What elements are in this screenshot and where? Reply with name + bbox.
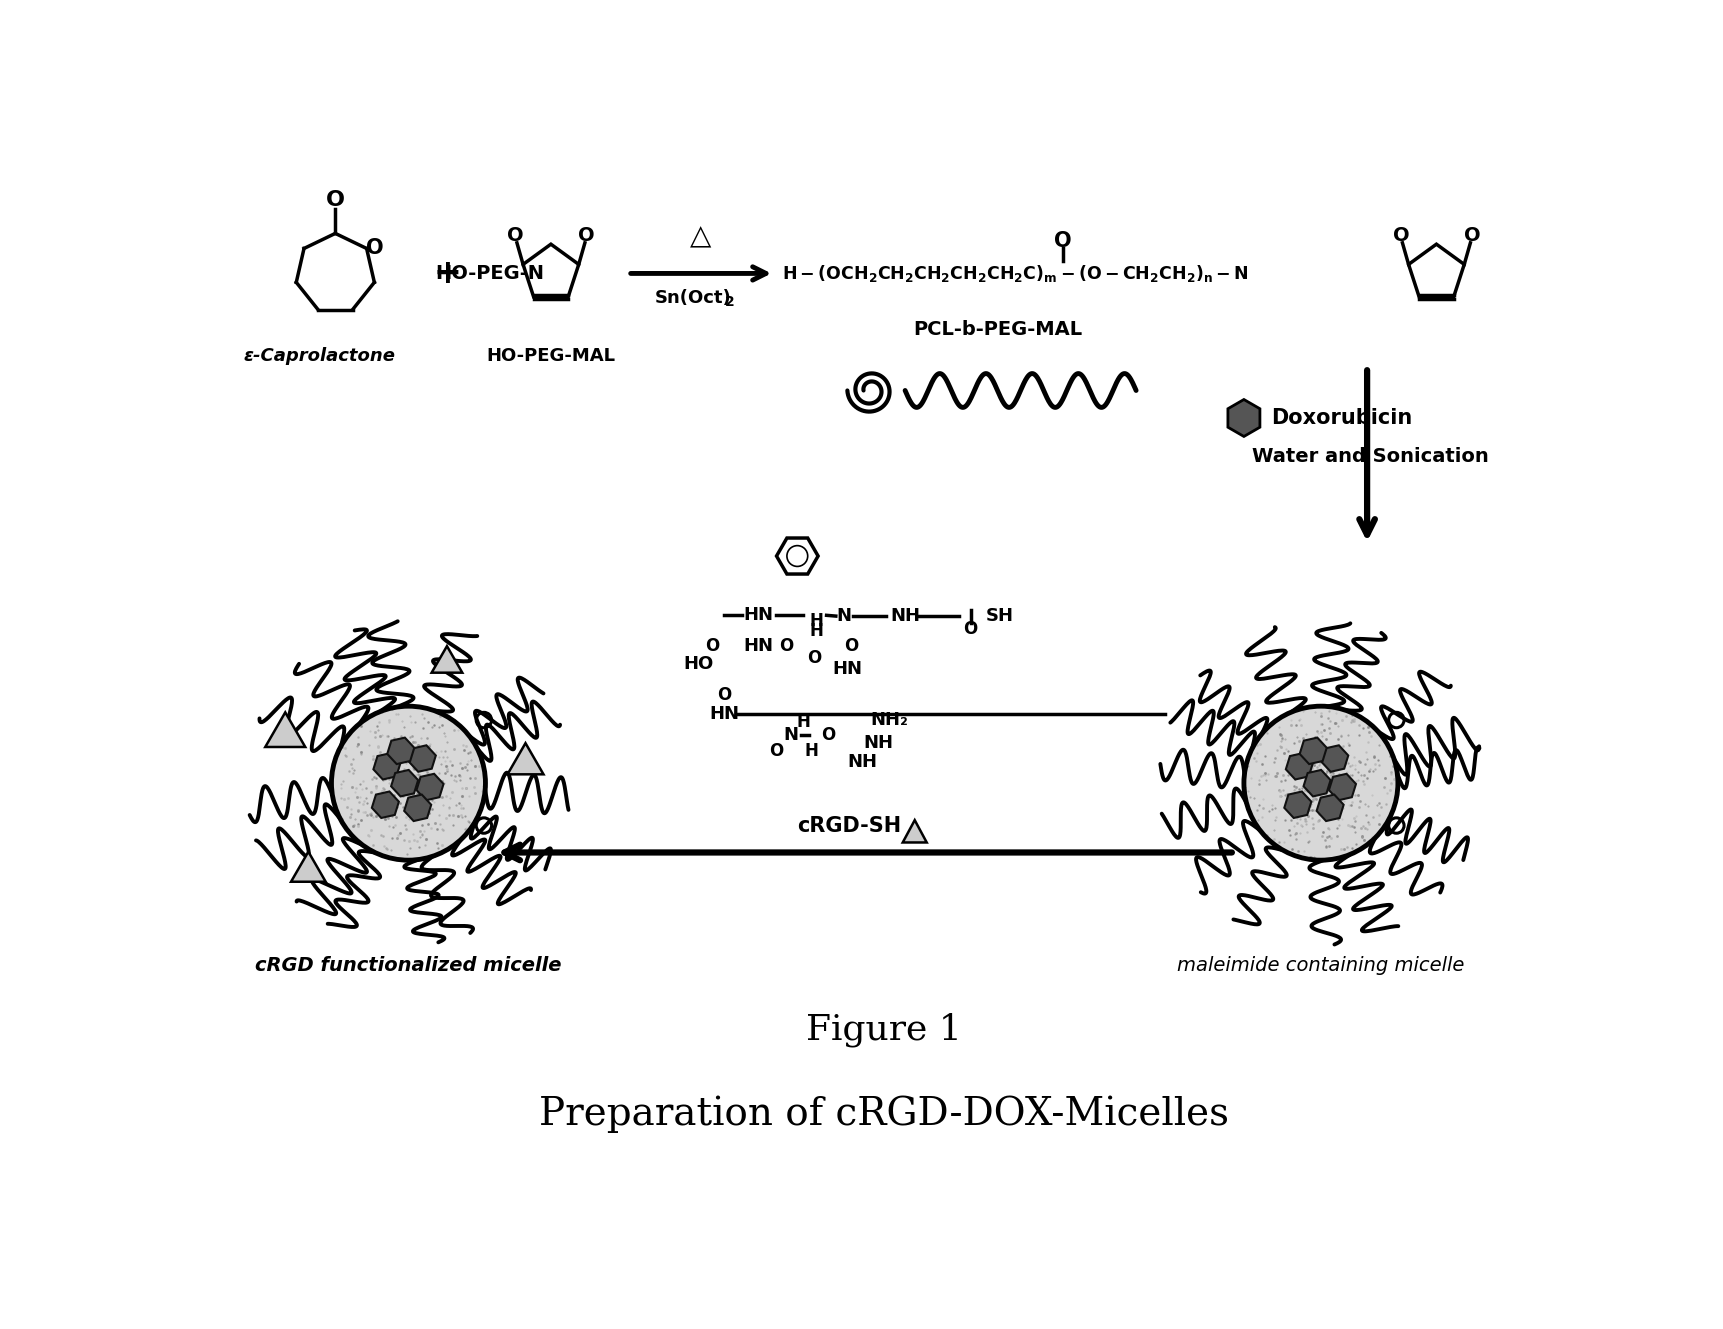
Text: O: O <box>705 637 718 655</box>
Text: PCL-b-PEG-MAL: PCL-b-PEG-MAL <box>913 320 1082 339</box>
Text: O: O <box>768 742 782 760</box>
Text: H: H <box>803 742 818 760</box>
Text: O: O <box>806 650 820 667</box>
Text: maleimide containing micelle: maleimide containing micelle <box>1177 957 1465 975</box>
Text: 2: 2 <box>724 295 734 310</box>
Circle shape <box>1244 706 1397 860</box>
Text: O: O <box>326 190 345 210</box>
Text: O: O <box>1463 226 1480 245</box>
Text: Preparation of cRGD-DOX-Micelles: Preparation of cRGD-DOX-Micelles <box>538 1095 1228 1134</box>
Text: O: O <box>577 226 594 245</box>
Text: Doxorubicin: Doxorubicin <box>1270 408 1411 428</box>
Text: HN: HN <box>743 606 774 625</box>
Text: O: O <box>1392 226 1408 245</box>
Text: $\mathbf{H-(OCH_2CH_2CH_2CH_2CH_2C)_m-(O-CH_2CH_2)_n-N}$: $\mathbf{H-(OCH_2CH_2CH_2CH_2CH_2C)_m-(O… <box>782 263 1247 284</box>
Text: O: O <box>365 238 383 258</box>
Text: H: H <box>810 613 824 630</box>
Text: ε-Caprolactone: ε-Caprolactone <box>243 347 396 364</box>
Polygon shape <box>903 820 927 843</box>
Text: N: N <box>836 607 851 625</box>
Text: △: △ <box>689 222 712 250</box>
Text: N: N <box>784 727 798 744</box>
Polygon shape <box>507 743 543 775</box>
Circle shape <box>331 706 486 860</box>
Text: Water and Sonication: Water and Sonication <box>1251 447 1487 466</box>
Text: HN: HN <box>743 637 774 655</box>
Text: Figure 1: Figure 1 <box>805 1013 961 1047</box>
Text: O: O <box>844 637 858 655</box>
Polygon shape <box>265 712 305 747</box>
Polygon shape <box>431 646 462 672</box>
Text: cRGD functionalized micelle: cRGD functionalized micelle <box>255 957 562 975</box>
Text: H: H <box>796 712 810 731</box>
Text: SH: SH <box>986 607 1013 625</box>
Text: Sn(Oct): Sn(Oct) <box>655 288 731 307</box>
Text: HO-PEG-N: HO-PEG-N <box>436 264 544 283</box>
Text: O: O <box>1053 231 1072 251</box>
Text: cRGD-SH: cRGD-SH <box>796 816 901 836</box>
Text: HN: HN <box>832 661 862 678</box>
Text: HO-PEG-MAL: HO-PEG-MAL <box>486 347 615 364</box>
Text: HN: HN <box>708 704 739 723</box>
Text: O: O <box>963 621 977 638</box>
Polygon shape <box>291 852 326 881</box>
Text: HO: HO <box>684 655 713 672</box>
Text: O: O <box>507 226 524 245</box>
Text: NH₂: NH₂ <box>870 711 908 730</box>
Text: NH: NH <box>863 734 893 752</box>
Text: O: O <box>717 686 731 703</box>
Text: H: H <box>810 622 824 639</box>
Text: O: O <box>779 637 793 655</box>
Text: O: O <box>820 727 834 744</box>
Text: +: + <box>432 256 460 290</box>
Text: NH: NH <box>848 752 877 771</box>
Text: NH: NH <box>889 607 920 625</box>
